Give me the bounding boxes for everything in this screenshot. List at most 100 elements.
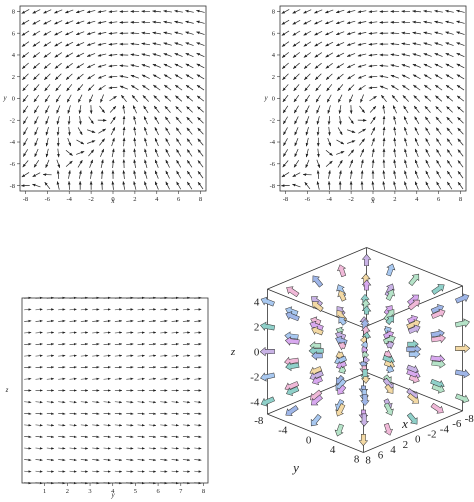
vector-arrow <box>35 354 43 357</box>
vector-arrow <box>194 424 202 427</box>
vector-arrow-3d <box>360 376 371 384</box>
box-edge <box>363 410 463 453</box>
vector-arrow <box>446 159 453 168</box>
vector-arrow <box>163 42 172 46</box>
vector-arrow <box>46 308 55 311</box>
vector-arrow <box>32 52 41 58</box>
vector-arrow <box>24 366 32 369</box>
vector-arrow-3d <box>407 299 420 311</box>
vector-arrow <box>119 85 129 90</box>
vector-arrow <box>152 31 162 35</box>
vector-arrow <box>186 127 193 135</box>
vector-arrow <box>46 435 55 439</box>
vector-arrow <box>77 159 83 168</box>
vector-arrow <box>182 342 191 346</box>
vector-arrow <box>171 342 179 346</box>
vector-arrow <box>346 31 356 35</box>
vector-arrow-3d <box>285 405 299 417</box>
vector-arrow <box>97 53 107 57</box>
vector-arrow <box>423 74 432 80</box>
vector-arrow <box>160 354 168 357</box>
vector-arrow <box>194 342 202 346</box>
vector-arrow <box>174 9 183 13</box>
vector-arrow <box>45 137 49 147</box>
vector-arrow <box>69 447 77 450</box>
vector-arrow <box>348 149 355 157</box>
vector-arrow <box>32 19 41 25</box>
vector-arrow <box>165 181 170 190</box>
vector-arrow <box>434 20 443 24</box>
vector-arrow-3d <box>383 334 396 345</box>
vector-arrow <box>412 74 421 80</box>
x-axis-label: x <box>110 197 115 205</box>
vector-arrow <box>182 447 191 450</box>
vector-arrow <box>338 105 342 114</box>
vector-arrow <box>358 84 366 91</box>
vector-arrow <box>32 41 41 47</box>
vector-arrow <box>78 116 82 125</box>
z-tick-label: -4 <box>250 397 260 409</box>
vector-arrow <box>46 342 55 346</box>
vector-arrow <box>194 296 202 300</box>
y-tick-label: 0 <box>12 96 15 103</box>
vector-arrow <box>92 308 100 311</box>
vector-arrow <box>80 424 89 427</box>
vector-arrow <box>423 9 432 13</box>
y-tick-label: -6 <box>10 161 16 168</box>
vector-arrow <box>21 30 30 36</box>
vector-arrow <box>435 127 442 135</box>
vector-arrow <box>281 172 290 178</box>
vector-arrow <box>35 400 43 404</box>
vector-arrow <box>292 52 301 58</box>
vector-arrow <box>412 31 422 35</box>
vector-arrow <box>148 435 157 439</box>
vector-arrow <box>182 296 191 300</box>
vector-arrow <box>346 53 356 57</box>
vector-arrow <box>114 331 123 334</box>
vector-arrow <box>182 319 191 323</box>
vector-arrow <box>114 342 123 346</box>
x-axis-ticks: -8 -6 -4 -2 0 2 4 6 8 <box>283 191 462 203</box>
vector-arrow-3d <box>361 305 372 315</box>
vector-arrow <box>160 308 168 311</box>
vector-arrow <box>359 138 365 146</box>
vector-arrow <box>75 42 85 47</box>
vector-arrow <box>393 115 397 125</box>
vector-arrow <box>457 160 464 168</box>
vector-arrow <box>324 9 334 14</box>
vector-arrow <box>392 105 397 114</box>
vector-arrow <box>24 331 32 334</box>
vector-arrow <box>294 137 299 147</box>
vector-arrow <box>292 30 301 36</box>
vector-arrow-3d <box>284 336 300 346</box>
vector-arrow <box>103 296 111 300</box>
x-axis-ticks: 1 2 3 4 5 6 7 8 <box>43 483 205 495</box>
vector-arrow <box>412 42 421 46</box>
vector-arrow <box>111 148 115 158</box>
vector-arrow-3d <box>311 326 324 336</box>
vector-arrow <box>456 74 465 80</box>
vector-arrow <box>401 42 411 46</box>
vector-arrow <box>194 366 202 369</box>
vector-arrow <box>446 95 454 102</box>
vector-arrow <box>425 127 431 135</box>
vector-arrow <box>141 74 150 79</box>
vector-arrow <box>46 447 55 450</box>
vector-arrow <box>292 62 300 69</box>
vector-arrow <box>103 377 111 381</box>
vector-arrow <box>64 9 74 14</box>
z-tick-label: 4 <box>254 297 260 309</box>
vector-arrow <box>103 319 111 323</box>
vector-arrow <box>196 9 205 13</box>
vector-arrow <box>75 31 85 36</box>
vector-arrow <box>176 170 182 179</box>
vector-arrow <box>148 412 157 415</box>
vector-arrow <box>414 137 419 147</box>
vector-arrow <box>154 181 159 190</box>
vector-arrow <box>86 42 96 46</box>
vector-arrow <box>338 116 342 125</box>
vector-arrow <box>76 73 84 80</box>
vector-arrow <box>100 148 105 157</box>
vector-arrow <box>423 20 432 24</box>
